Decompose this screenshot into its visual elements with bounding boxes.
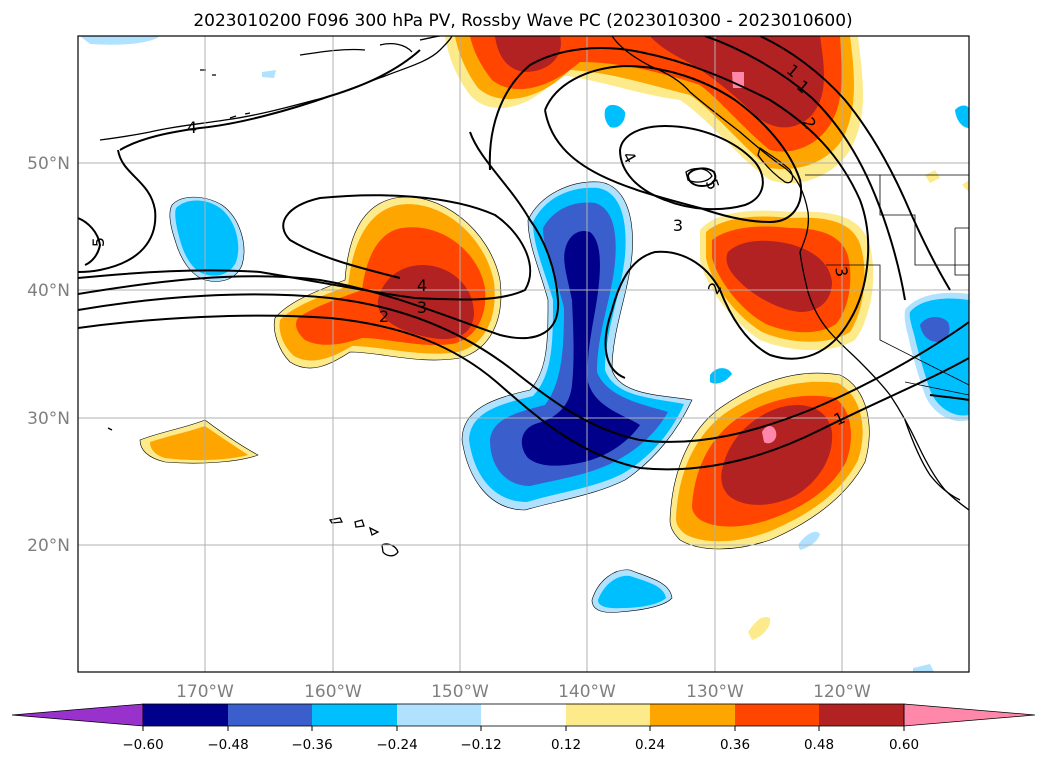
- vancouver-island: [757, 146, 794, 184]
- map-frame: [77, 35, 970, 673]
- contour-line-1: [78, 314, 969, 471]
- colorbar-segment: [566, 704, 650, 726]
- lat-label: 40°N: [27, 281, 70, 301]
- colorbar-tick-label: 0.48: [804, 737, 834, 753]
- contour-label: 3: [831, 265, 851, 278]
- negative-anomaly-south-core: [598, 575, 666, 609]
- colorbar-tick-label: −0.24: [376, 737, 417, 753]
- contour-line-8: [687, 167, 717, 188]
- contour-line-5: [488, 47, 870, 379]
- negative-anomaly-northwest-core: [175, 200, 239, 276]
- positive-anomaly-north-core: [495, 36, 824, 128]
- colorbar-tick-label: 0.24: [635, 737, 665, 753]
- colorbar-segment: [397, 704, 481, 726]
- hawaii: [328, 517, 399, 557]
- aleutian-dots: [107, 69, 251, 431]
- colorbar-tick-label: 0.36: [720, 737, 750, 753]
- alaska-coast: [99, 36, 453, 141]
- colorbar-ticks: [142, 726, 905, 731]
- bc-coast: [611, 36, 810, 253]
- contour-label: 4: [187, 118, 197, 137]
- contour-line-7: [619, 124, 764, 211]
- contour-label: 5: [89, 237, 108, 247]
- contour-line-2: [78, 293, 969, 443]
- positive-anomaly-small: [748, 616, 771, 640]
- contour-label: 2: [379, 307, 389, 326]
- positive-anomaly-coast-mid-core: [726, 240, 832, 312]
- colorbar-tick-label: −0.36: [291, 737, 332, 753]
- us-west-coast: [799, 251, 969, 511]
- contour-line-10: [759, 36, 951, 291]
- contour-label: 3: [673, 216, 683, 235]
- contour-line-14: [929, 394, 969, 401]
- state-border-3: [954, 227, 969, 276]
- colorbar-tick-label: −0.60: [122, 737, 163, 753]
- state-border-1: [879, 175, 969, 266]
- baja-california: [904, 419, 961, 501]
- lon-label: 130°W: [686, 682, 744, 702]
- colorbar-tick-label: 0.60: [889, 737, 919, 753]
- negative-anomaly-spot-1: [604, 104, 626, 128]
- colorbar-segment: [228, 704, 312, 726]
- colorbar-tick-label: −0.48: [207, 737, 248, 753]
- coastlines: [99, 36, 969, 557]
- positive-anomaly-south-peak: [762, 426, 777, 444]
- lat-label: 20°N: [27, 536, 70, 556]
- lon-label: 120°W: [813, 682, 871, 702]
- map-area: 4 4 3 2 5 4 5 3 2 1 1 1 2 3: [78, 36, 969, 672]
- colorbar-tick-labels: −0.60 −0.48 −0.36 −0.24 −0.12 0.12 0.24 …: [122, 737, 919, 753]
- contour-line-13: [119, 49, 421, 151]
- colorbar-extend-max: [903, 703, 1036, 727]
- lat-label: 30°N: [27, 409, 70, 429]
- colorbar-segment: [735, 704, 819, 726]
- contour-line-9: [704, 36, 906, 301]
- colorbar: −0.60 −0.48 −0.36 −0.24 −0.12 0.12 0.24 …: [11, 703, 1036, 753]
- pc-contours: [78, 36, 969, 471]
- contour-line-12: [78, 217, 102, 266]
- map-title: 2023010200 F096 300 hPa PV, Rossby Wave …: [193, 11, 852, 31]
- colorbar-segment: [143, 704, 228, 726]
- contour-label: 4: [417, 276, 427, 295]
- colorbar-segment: [312, 704, 397, 726]
- lon-label: 160°W: [304, 682, 362, 702]
- positive-anomaly-small-2: [925, 170, 969, 192]
- colorbar-tick-label: 0.12: [551, 737, 581, 753]
- negative-anomaly-east-core: [920, 316, 950, 342]
- lat-label: 50°N: [27, 154, 70, 174]
- colorbar-outline: [142, 703, 905, 727]
- contour-line-11: [78, 149, 157, 273]
- contour-label: 3: [417, 298, 427, 317]
- lon-label: 150°W: [431, 682, 489, 702]
- negative-anomaly-spot-3: [955, 105, 969, 128]
- latitude-labels: 50°N 40°N 30°N 20°N: [27, 154, 70, 556]
- positive-anomaly-far-west-core: [150, 426, 248, 461]
- colorbar-tick-label: −0.12: [460, 737, 501, 753]
- lon-label: 140°W: [558, 682, 616, 702]
- contour-line-6: [544, 64, 803, 224]
- colorbar-segment: [819, 704, 904, 726]
- state-border-2: [826, 264, 969, 386]
- longitude-labels: 170°W 160°W 150°W 140°W 130°W 120°W: [176, 682, 871, 702]
- borders: [805, 174, 969, 396]
- contour-line-3: [78, 131, 560, 340]
- positive-anomaly-west-core: [377, 264, 475, 340]
- contour-line-4: [78, 194, 532, 301]
- colorbar-segment: [650, 704, 735, 726]
- colorbar-extend-min: [11, 703, 144, 727]
- colorbar-segment: [481, 704, 566, 726]
- lon-label: 170°W: [176, 682, 234, 702]
- negative-anomaly-central-core: [521, 230, 640, 466]
